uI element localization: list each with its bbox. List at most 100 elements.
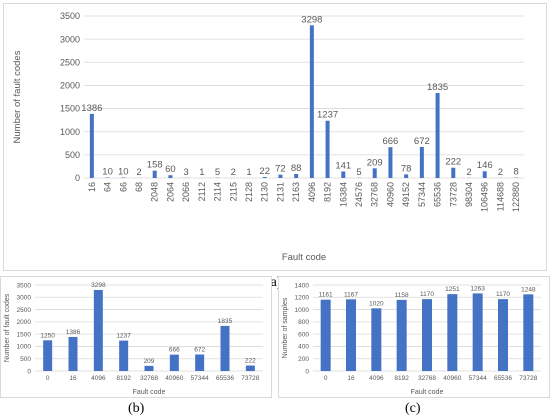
a-x-tick-label: 24576 (354, 182, 364, 207)
a-x-tick-label: 2114 (213, 182, 223, 201)
a-bar (341, 171, 346, 178)
b-data-label: 3298 (91, 282, 106, 289)
b-data-label: 1237 (116, 333, 131, 340)
b-bar (195, 354, 205, 371)
a-data-label: 2 (231, 167, 236, 178)
c-y-tick-label: 400 (298, 344, 309, 351)
a-bar (309, 25, 314, 178)
c-x-tick-label: 8192 (394, 375, 409, 382)
a-data-label: 5 (215, 167, 220, 178)
a-y-tick-label: 0 (75, 173, 80, 183)
a-data-label: 158 (147, 160, 163, 171)
b-y-tick-label: 1000 (17, 344, 32, 351)
a-data-label: 1835 (427, 82, 448, 93)
b-bar (245, 365, 255, 371)
b-data-label: 666 (169, 347, 180, 354)
a-x-tick-label: 73728 (448, 182, 458, 207)
a-x-tick-label: 40960 (385, 182, 395, 207)
c-y-tick-label: 600 (298, 331, 309, 338)
a-x-tick-label: 16384 (338, 182, 348, 207)
a-x-axis-label: Fault code (282, 252, 326, 263)
a-data-label: 78 (401, 163, 412, 174)
b-x-tick-label: 8192 (116, 375, 131, 382)
a-bar (372, 168, 377, 178)
a-x-tick-label: 122880 (511, 182, 521, 212)
a-x-tick-label: 66 (118, 182, 128, 192)
a-data-label: 10 (102, 167, 113, 178)
a-data-label: 88 (291, 163, 302, 174)
a-data-label: 2 (498, 167, 503, 178)
b-bar (93, 289, 103, 371)
c-x-tick-label: 4096 (369, 375, 384, 382)
a-x-tick-label: 16 (87, 182, 97, 192)
a-bar (404, 174, 409, 178)
b-data-label: 672 (194, 346, 205, 353)
a-data-label: 2 (136, 167, 141, 178)
b-x-tick-label: 57344 (191, 375, 209, 382)
b-y-tick-label: 2500 (17, 307, 32, 314)
c-data-label: 1251 (445, 286, 460, 293)
a-bar (168, 175, 173, 178)
a-bar (278, 174, 283, 178)
c-bar (523, 294, 534, 371)
b-y-tick-label: 500 (20, 356, 31, 363)
a-x-tick-label: 2163 (291, 182, 301, 202)
a-y-axis-label: Number of fault codes (12, 50, 23, 143)
caption-b: (b) (128, 401, 145, 416)
a-bar (89, 113, 94, 178)
c-data-label: 1158 (395, 292, 409, 299)
a-x-tick-label: 57344 (417, 182, 427, 207)
chart-c-svg: 0 200 400 600 800 1000 1200 1400 1161 0 1167 16 1020… (282, 282, 541, 396)
a-x-tick-label: 2130 (260, 182, 270, 202)
b-bar (43, 340, 53, 371)
a-data-label: 1386 (81, 103, 102, 114)
c-y-tick-label: 1400 (295, 282, 310, 289)
c-y-tick-label: 1000 (295, 307, 310, 314)
c-bar (320, 299, 331, 371)
b-bar (119, 340, 129, 371)
b-y-tick-label: 1500 (17, 331, 32, 338)
a-data-label: 10 (118, 167, 129, 178)
a-x-tick-label: 65536 (433, 182, 443, 207)
a-data-label: 146 (477, 160, 493, 171)
a-data-label: 22 (259, 166, 270, 177)
b-x-tick-label: 16 (69, 375, 77, 382)
c-data-label: 1248 (521, 286, 536, 293)
c-y-tick-label: 1200 (295, 295, 310, 302)
a-data-label: 3 (183, 167, 188, 178)
a-y-tick-label: 1000 (60, 127, 80, 137)
c-y-axis-label: Number of samples (282, 297, 289, 358)
b-data-label: 222 (245, 358, 256, 365)
c-bar (498, 299, 508, 371)
b-bar (220, 325, 230, 371)
c-bar (346, 299, 356, 371)
b-bar (68, 336, 78, 371)
a-x-tick-label: 2112 (197, 182, 207, 201)
a-bar (262, 176, 267, 178)
c-bar (396, 299, 407, 371)
chart-a-svg: 0 500 1000 1500 2000 2500 3000 3500 1386 16 10 64 10… (12, 11, 524, 263)
c-y-tick-label: 200 (298, 356, 309, 363)
a-x-tick-label: 106496 (480, 182, 490, 212)
b-y-tick-label: 0 (27, 368, 31, 375)
a-bar (325, 120, 330, 178)
b-y-tick-label: 3500 (17, 282, 32, 289)
c-data-label: 1167 (344, 291, 358, 298)
a-x-tick-label: 2064 (165, 182, 175, 202)
a-data-label: 72 (275, 164, 286, 175)
c-x-tick-label: 16 (347, 375, 355, 382)
a-x-tick-label: 2131 (275, 182, 285, 202)
a-x-tick-label: 49152 (401, 182, 411, 207)
c-x-tick-label: 65536 (494, 375, 512, 382)
b-x-axis-label: Fault code (133, 389, 166, 396)
c-x-tick-label: 0 (324, 375, 328, 382)
b-x-tick-label: 73728 (241, 375, 259, 382)
b-data-label: 209 (144, 358, 155, 365)
c-x-tick-label: 40960 (443, 375, 461, 382)
a-bar (294, 173, 299, 178)
a-data-label: 3298 (301, 14, 322, 25)
c-data-label: 1170 (496, 291, 510, 298)
c-data-label: 1170 (420, 291, 434, 298)
a-bar (152, 170, 157, 178)
a-x-tick-label: 2066 (181, 182, 191, 202)
